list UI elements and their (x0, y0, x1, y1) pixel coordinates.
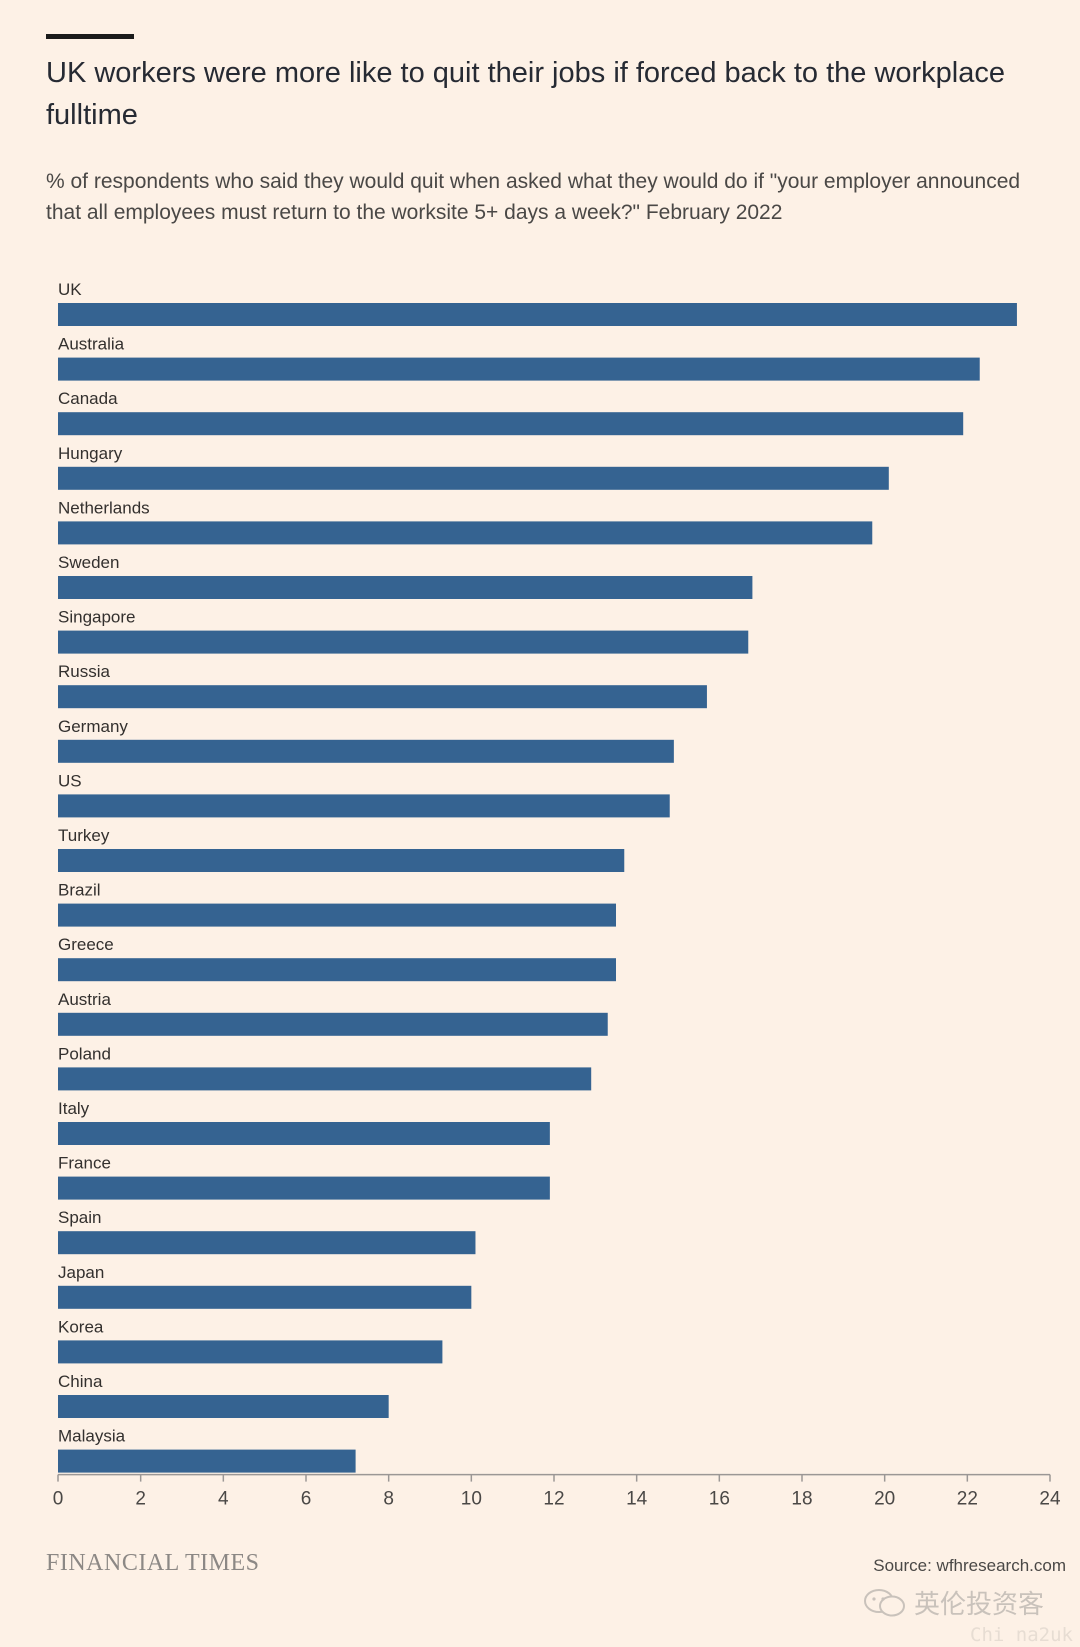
bar-china (58, 1395, 389, 1418)
category-label-china: China (58, 1372, 103, 1391)
x-tick-label: 0 (53, 1489, 64, 1510)
x-tick-label: 4 (218, 1489, 229, 1510)
x-tick-label: 8 (383, 1489, 394, 1510)
bar-netherlands (58, 521, 873, 545)
category-label-korea: Korea (58, 1317, 104, 1336)
x-tick-label: 12 (543, 1489, 564, 1510)
bar-italy (58, 1122, 550, 1145)
source-note: Source: wfhresearch.com (873, 1556, 1066, 1575)
x-tick-label: 22 (957, 1489, 978, 1510)
category-label-spain: Spain (58, 1208, 101, 1227)
category-label-germany: Germany (58, 717, 128, 736)
bar-turkey (58, 849, 625, 872)
x-tick-label: 6 (301, 1489, 312, 1510)
chart-title: UK workers were more like to quit their … (46, 57, 1006, 131)
category-label-greece: Greece (58, 935, 114, 954)
watermark-subtext: Chi na2uk (970, 1624, 1073, 1646)
bar-canada (58, 412, 964, 436)
bar-brazil (58, 903, 616, 927)
bar-japan (58, 1285, 472, 1309)
bar-uk (58, 303, 1017, 326)
category-label-france: France (58, 1154, 111, 1173)
bar-austria (58, 1012, 608, 1036)
chat-bubble-icon (864, 1588, 905, 1616)
category-label-hungary: Hungary (58, 444, 123, 463)
x-tick-label: 16 (709, 1489, 730, 1510)
x-tick-label: 10 (461, 1489, 482, 1510)
bar-malaysia (58, 1449, 356, 1473)
category-label-sweden: Sweden (58, 553, 119, 572)
bar-spain (58, 1231, 476, 1255)
x-tick-label: 2 (135, 1489, 146, 1510)
ft-logo: FINANCIAL TIMES (46, 1550, 260, 1576)
x-tick-label: 24 (1039, 1489, 1061, 1510)
bar-sweden (58, 576, 753, 599)
category-label-poland: Poland (58, 1044, 111, 1063)
bar-australia (58, 357, 980, 381)
watermark: 英伦投资客 (862, 1584, 1044, 1621)
x-tick-label: 20 (874, 1489, 895, 1510)
category-label-australia: Australia (58, 335, 125, 354)
category-label-singapore: Singapore (58, 608, 136, 627)
category-label-canada: Canada (58, 389, 118, 408)
x-tick-label: 14 (626, 1489, 648, 1510)
category-label-turkey: Turkey (58, 826, 110, 845)
bar-poland (58, 1067, 592, 1091)
category-label-russia: Russia (58, 662, 111, 681)
category-label-netherlands: Netherlands (58, 498, 150, 517)
category-label-brazil: Brazil (58, 881, 101, 900)
title-rule (46, 34, 134, 39)
bar-germany (58, 739, 674, 763)
bar-singapore (58, 630, 749, 654)
category-label-japan: Japan (58, 1263, 104, 1282)
bar-hungary (58, 466, 889, 490)
category-label-uk: UK (58, 280, 82, 299)
category-label-malaysia: Malaysia (58, 1427, 126, 1446)
category-label-us: US (58, 771, 82, 790)
chart-subtitle: % of respondents who said they would qui… (46, 170, 1021, 224)
category-label-italy: Italy (58, 1099, 90, 1118)
watermark-text: 英伦投资客 (914, 1589, 1045, 1619)
bar-france (58, 1176, 550, 1200)
bar-us (58, 794, 670, 818)
x-tick-label: 18 (791, 1489, 812, 1510)
category-label-austria: Austria (58, 990, 111, 1009)
bar-korea (58, 1340, 443, 1364)
bar-russia (58, 685, 707, 709)
bar-greece (58, 958, 616, 982)
bar-chart: UK Australia Canada Hungary Netherlands Swede… (53, 280, 1061, 1510)
